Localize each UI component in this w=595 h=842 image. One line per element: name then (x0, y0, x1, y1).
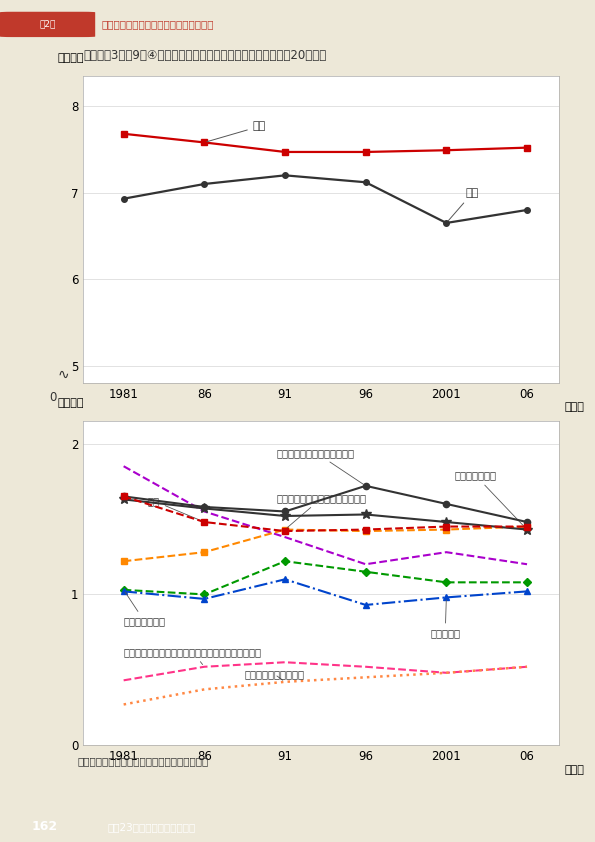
Text: 0: 0 (50, 391, 57, 404)
Text: 仕事: 仕事 (448, 188, 479, 221)
Text: 休養・くつろぎ: 休養・くつろぎ (124, 592, 165, 626)
Text: 資料出所　総務省統計局「社会生活基本調査」: 資料出所 総務省統計局「社会生活基本調査」 (77, 755, 209, 765)
Text: 通勤・通学: 通勤・通学 (430, 600, 460, 638)
Text: テレビ・ラジオ・新聗・雑誌: テレビ・ラジオ・新聗・雑誌 (277, 448, 364, 484)
Text: 第２－（3）－9図④　有業者の平日の活動別生活時間（女性・20歳台）: 第２－（3）－9図④ 有業者の平日の活動別生活時間（女性・20歳台） (83, 49, 327, 62)
Text: 畤眠: 畤眠 (207, 121, 266, 141)
Text: 趣味・娯楽、スポーツ: 趣味・娯楽、スポーツ (245, 669, 305, 680)
FancyBboxPatch shape (0, 12, 95, 37)
Text: 家事、介護・看護、育児、買い物: 家事、介護・看護、育児、買い物 (277, 493, 367, 528)
Text: ∿: ∿ (58, 367, 69, 381)
Text: （時間）: （時間） (57, 54, 84, 63)
Text: 162: 162 (32, 820, 58, 834)
Text: 餐事: 餐事 (148, 496, 202, 521)
Text: 身の回りの用事: 身の回りの用事 (455, 471, 525, 528)
Text: （時間）: （時間） (57, 398, 84, 408)
Text: （年）: （年） (564, 765, 584, 775)
Text: ボランティア活動・社会参加活動、交際・付き合い: ボランティア活動・社会参加活動、交際・付き合い (124, 647, 262, 664)
Text: 循環社会の推移と世代ごとにみた働き方: 循環社会の推移と世代ごとにみた働き方 (101, 19, 214, 29)
Text: 第2章: 第2章 (39, 19, 56, 29)
Text: （年）: （年） (564, 402, 584, 412)
Text: 平成23年版　労働経済の分析: 平成23年版 労働経済の分析 (107, 822, 195, 832)
